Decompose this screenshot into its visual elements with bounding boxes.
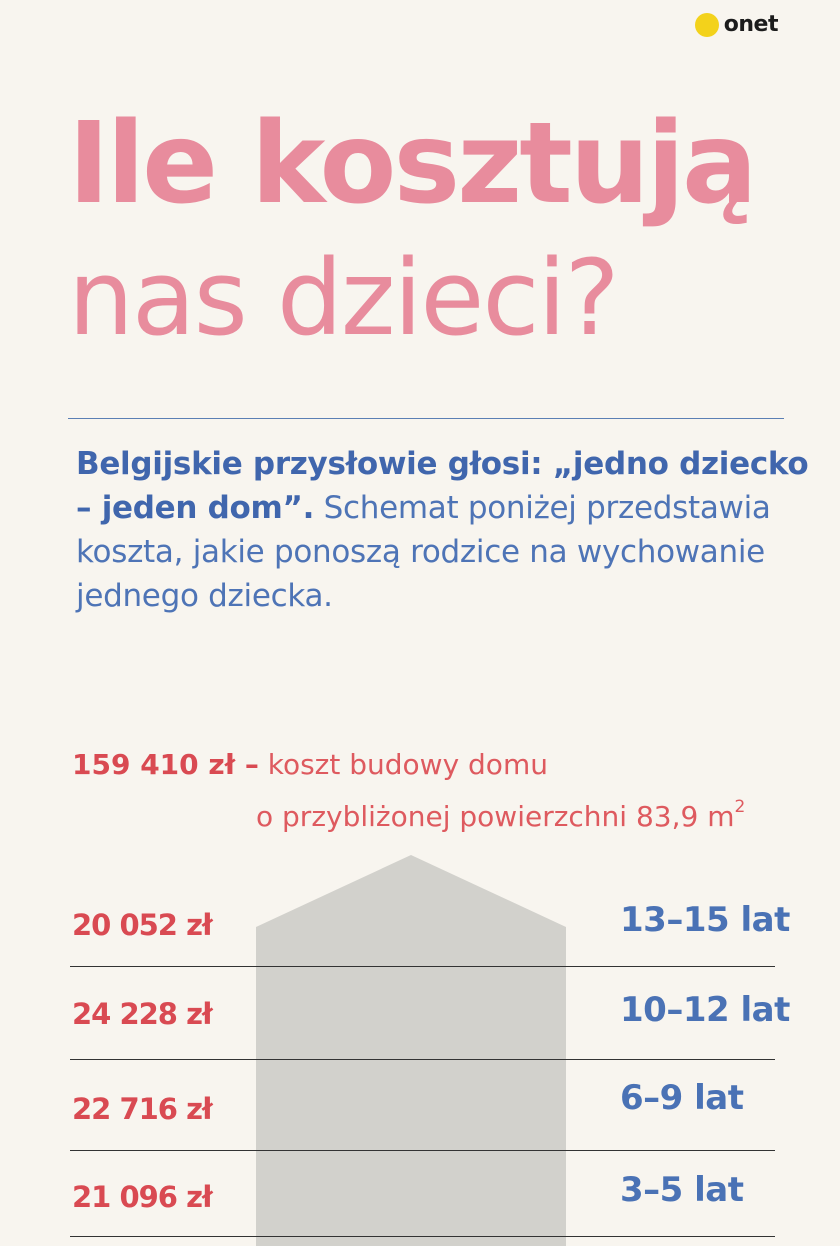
row-divider [70, 1236, 775, 1237]
house-cost-label-line-1: koszt budowy domu [258, 748, 548, 781]
cost-amount-10-12: 24 228 zł [72, 997, 213, 1031]
intro-paragraph: Belgijskie przysłowie głosi: „jedno dzie… [76, 442, 816, 618]
cost-amount-13-15: 20 052 zł [72, 908, 213, 942]
logo-text: onet [723, 12, 779, 37]
house-cost-label-line-2: o przybliżonej powierzchni 83,9 m [256, 800, 735, 833]
cost-amount-3-5: 21 096 zł [72, 1180, 213, 1214]
row-divider [70, 1059, 775, 1060]
house-cost-amount: 159 410 zł – [72, 748, 259, 781]
age-range-3-5: 3–5 lat [620, 1170, 744, 1210]
house-shape-icon [256, 855, 566, 1246]
age-range-6-9: 6–9 lat [620, 1078, 744, 1118]
page-title-line-2: nas dzieci? [68, 237, 620, 359]
row-divider [70, 1150, 775, 1151]
cost-amount-6-9: 22 716 zł [72, 1092, 213, 1126]
title-divider [68, 418, 784, 419]
page-title-line-1: Ile kosztują [68, 99, 758, 229]
square-unit-superscript: 2 [734, 797, 746, 817]
logo-dot-icon [694, 12, 719, 37]
house-cost-annotation: 159 410 zł – koszt budowy domu o przybli… [72, 744, 745, 833]
onet-logo[interactable]: onet [694, 12, 779, 37]
intro-bold-text: Belgijskie przysłowie głosi: „jedno dzie… [76, 446, 809, 526]
intro-regular-text: Schemat poniżej przedstawia koszta, jaki… [76, 490, 771, 614]
row-divider [70, 966, 775, 967]
age-range-13-15: 13–15 lat [620, 900, 790, 940]
age-range-10-12: 10–12 lat [620, 990, 790, 1030]
